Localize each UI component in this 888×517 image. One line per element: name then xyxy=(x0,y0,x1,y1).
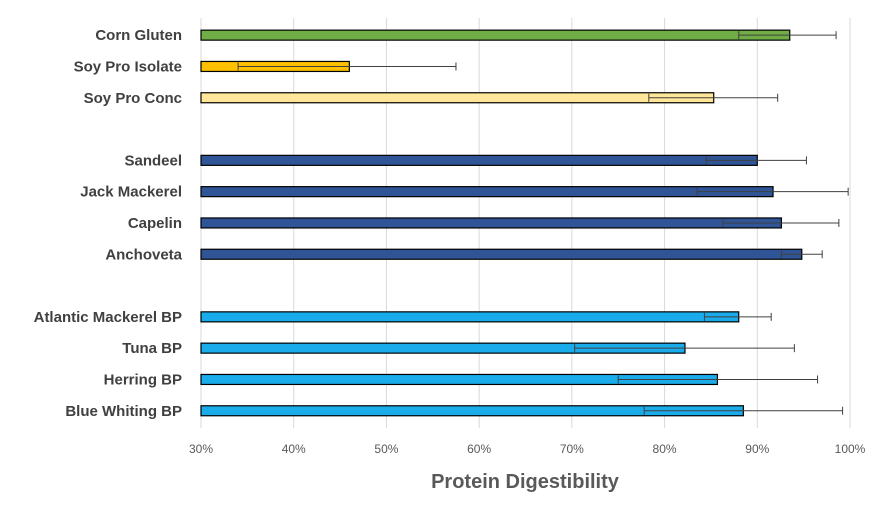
category-label: Blue Whiting BP xyxy=(65,403,182,420)
x-tick-label: 50% xyxy=(374,442,398,456)
category-label: Corn Gluten xyxy=(95,27,182,44)
error-bars-group xyxy=(237,31,849,415)
x-tick-label: 60% xyxy=(467,442,491,456)
x-tick-label: 40% xyxy=(282,442,306,456)
x-tick-label: 80% xyxy=(653,442,677,456)
category-label: Capelin xyxy=(128,215,182,232)
bar xyxy=(200,217,782,229)
bars-group xyxy=(200,29,803,417)
category-labels: Corn Gluten Soy Pro Isolate Soy Pro Conc Sa… xyxy=(34,27,183,420)
x-tick-label: 90% xyxy=(745,442,769,456)
bar xyxy=(200,154,758,166)
bar xyxy=(200,311,740,323)
bar xyxy=(200,92,715,104)
category-label: Herring BP xyxy=(104,371,182,388)
x-tick-label: 100% xyxy=(835,442,866,456)
x-axis-title: Protein Digestibility xyxy=(431,471,620,493)
x-tick-label: 70% xyxy=(560,442,584,456)
x-tick-label: 30% xyxy=(189,442,213,456)
category-label: Atlantic Mackerel BP xyxy=(34,309,182,326)
category-label: Sandeel xyxy=(124,152,182,169)
x-tick-labels: 30% 40% 50% 60% 70% 80% 90% 100% xyxy=(189,442,866,456)
bar xyxy=(200,248,803,260)
category-label: Jack Mackerel xyxy=(80,184,182,201)
category-label: Soy Pro Isolate xyxy=(74,58,182,75)
category-label: Soy Pro Conc xyxy=(84,90,182,107)
category-label: Anchoveta xyxy=(105,246,182,263)
bar xyxy=(200,29,791,41)
bar xyxy=(200,186,774,198)
category-label: Tuna BP xyxy=(122,340,182,357)
